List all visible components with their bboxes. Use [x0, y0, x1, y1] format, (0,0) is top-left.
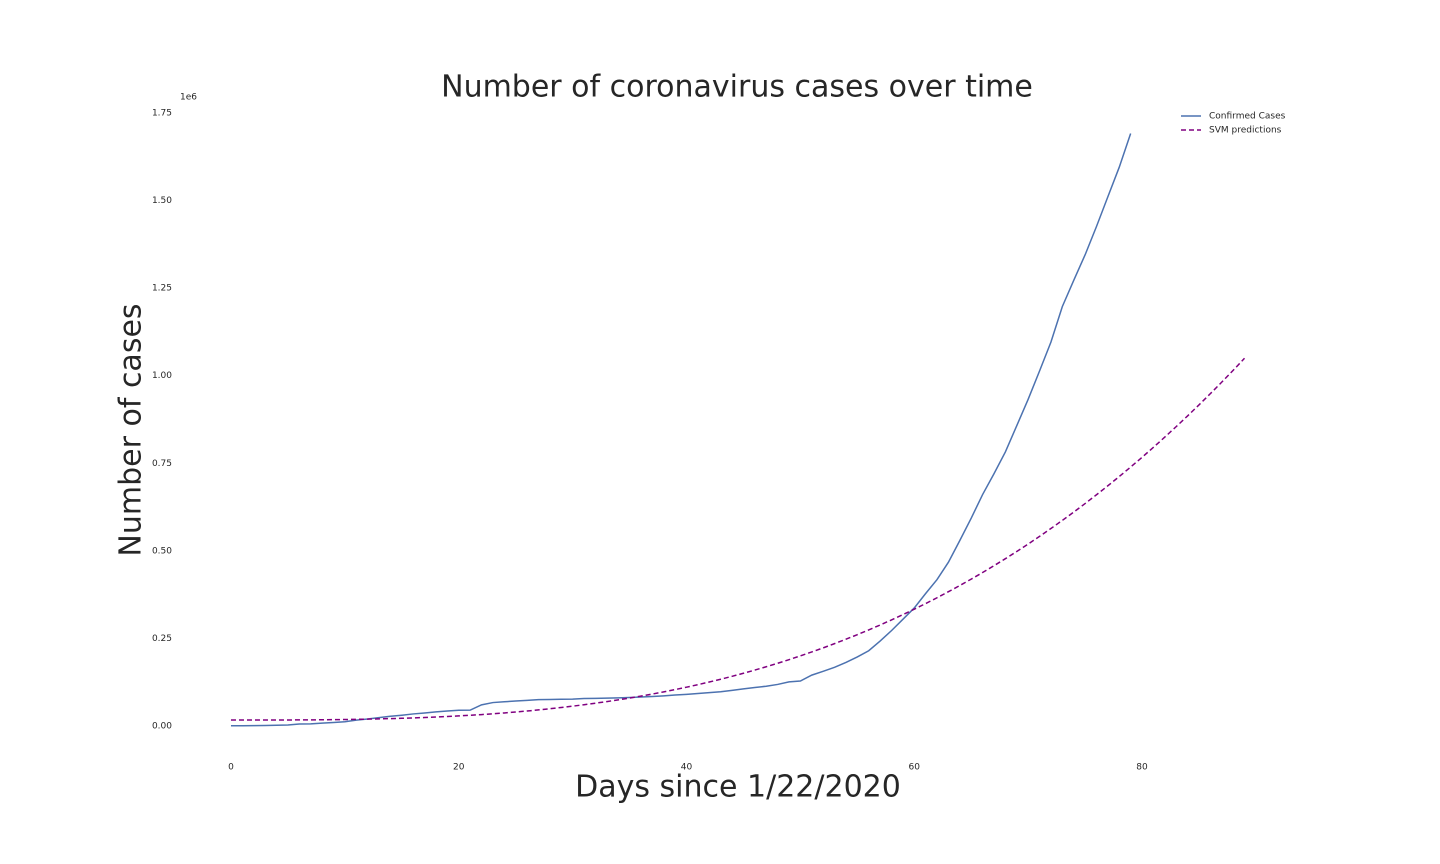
x-tick-label: 20 — [453, 763, 465, 773]
y-tick-label: 0.00 — [152, 721, 172, 731]
data-line — [230, 133, 1132, 727]
legend-label: SVM predictions — [1209, 126, 1282, 136]
y-offset-label: 1e6 — [180, 93, 197, 103]
y-tick-label: 1.75 — [152, 109, 172, 119]
y-tick-label: 1.25 — [152, 284, 172, 294]
x-tick-label: 80 — [1136, 763, 1148, 773]
y-tick-label: 0.50 — [152, 546, 172, 556]
data-line — [230, 357, 1246, 721]
x-axis-label: Days since 1/22/2020 — [575, 770, 901, 805]
chart-title: Number of coronavirus cases over time — [441, 70, 1033, 105]
y-tick-label: 0.25 — [152, 634, 172, 644]
x-tick-label: 40 — [681, 763, 693, 773]
legend-label: Confirmed Cases — [1209, 112, 1286, 122]
x-tick-label: 0 — [228, 763, 234, 773]
y-tick-label: 1.50 — [152, 196, 172, 206]
y-axis-label: Number of cases — [114, 303, 149, 556]
y-tick-label: 1.00 — [152, 371, 172, 381]
x-tick-label: 60 — [909, 763, 921, 773]
y-tick-label: 0.75 — [152, 459, 172, 469]
